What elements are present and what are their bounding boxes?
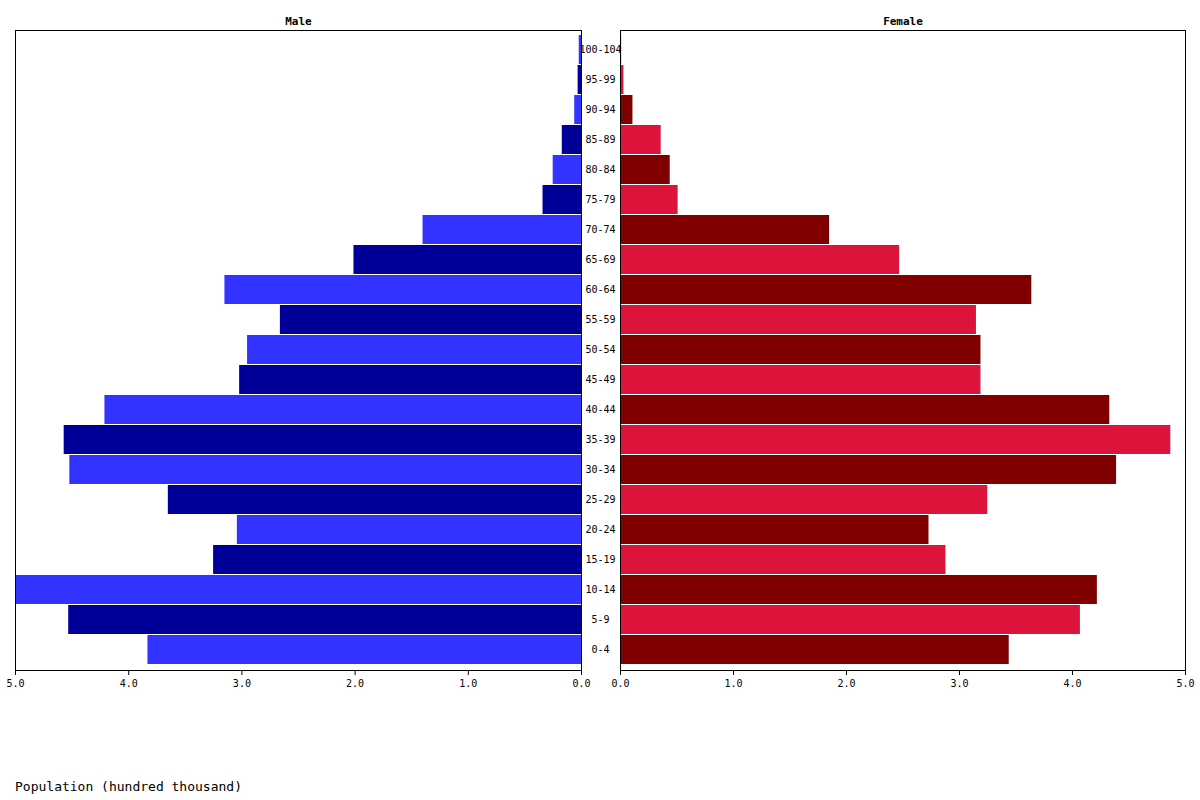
svg-text:90-94: 90-94 <box>585 104 615 115</box>
svg-text:10-14: 10-14 <box>585 584 615 595</box>
html-text:Population (hundred thousand): Population (hundred thousand) <box>15 779 242 794</box>
svg-text:4.0: 4.0 <box>1063 678 1081 689</box>
svg-text:5.0: 5.0 <box>6 678 24 689</box>
svg-text:0-4: 0-4 <box>591 644 609 655</box>
svg-text:5-9: 5-9 <box>591 614 609 625</box>
svg-text:70-74: 70-74 <box>585 224 615 235</box>
svg-text:5.0: 5.0 <box>1176 678 1194 689</box>
svg-text:2.0: 2.0 <box>837 678 855 689</box>
svg-text:75-79: 75-79 <box>585 194 615 205</box>
svg-text:60-64: 60-64 <box>585 284 615 295</box>
svg-text:85-89: 85-89 <box>585 134 615 145</box>
svg-text:3.0: 3.0 <box>233 678 251 689</box>
svg-text:3.0: 3.0 <box>950 678 968 689</box>
svg-text:65-69: 65-69 <box>585 254 615 265</box>
svg-text:100-104: 100-104 <box>579 44 621 55</box>
svg-text:45-49: 45-49 <box>585 374 615 385</box>
svg-text:1.0: 1.0 <box>459 678 477 689</box>
svg-text:0.0: 0.0 <box>611 678 629 689</box>
svg-text:35-39: 35-39 <box>585 434 615 445</box>
svg-text:20-24: 20-24 <box>585 524 615 535</box>
svg-text:30-34: 30-34 <box>585 464 615 475</box>
svg-text:50-54: 50-54 <box>585 344 615 355</box>
svg-text:Female: Female <box>883 15 923 28</box>
svg-text:80-84: 80-84 <box>585 164 615 175</box>
svg-text:15-19: 15-19 <box>585 554 615 565</box>
svg-text:0.0: 0.0 <box>572 678 590 689</box>
svg-text:95-99: 95-99 <box>585 74 615 85</box>
svg-text:55-59: 55-59 <box>585 314 615 325</box>
svg-text:4.0: 4.0 <box>120 678 138 689</box>
svg-text:Male: Male <box>285 15 312 28</box>
svg-text:40-44: 40-44 <box>585 404 615 415</box>
svg-text:2.0: 2.0 <box>346 678 364 689</box>
svg-text:25-29: 25-29 <box>585 494 615 505</box>
svg-text:1.0: 1.0 <box>724 678 742 689</box>
